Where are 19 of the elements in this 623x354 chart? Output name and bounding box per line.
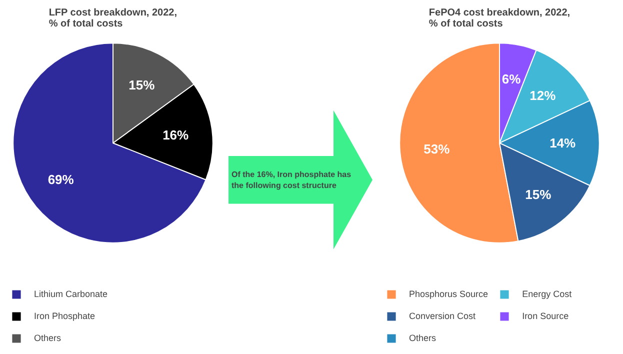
legend-label: Iron Source xyxy=(522,311,569,321)
data-label: 53% xyxy=(424,142,450,157)
legend-label: Others xyxy=(409,333,436,343)
data-label: 15% xyxy=(525,186,552,202)
data-label: 16% xyxy=(162,127,190,142)
chart-title: LFP cost breakdown, 2022, % of total costs xyxy=(48,8,178,30)
legend-label: Phosphorus Source xyxy=(409,289,488,299)
legend-label: Others xyxy=(34,333,62,343)
data-label: 6% xyxy=(502,72,522,87)
legend-label: Conversion Cost xyxy=(409,311,476,321)
legend-label: Lithium Carbonate xyxy=(34,289,108,299)
legend-label: Energy Cost xyxy=(522,289,572,299)
data-label: 14% xyxy=(550,135,576,150)
chart-title: FePO4 cost breakdown, 2022, % of total costs xyxy=(428,8,570,30)
text: Of the 16%, Iron phosphate has the following cost structure xyxy=(232,170,352,190)
data-label: 12% xyxy=(530,88,556,104)
data-label: 69% xyxy=(48,172,74,188)
data-label: 15% xyxy=(128,77,156,92)
legend-label: Iron Phosphate xyxy=(34,311,96,321)
